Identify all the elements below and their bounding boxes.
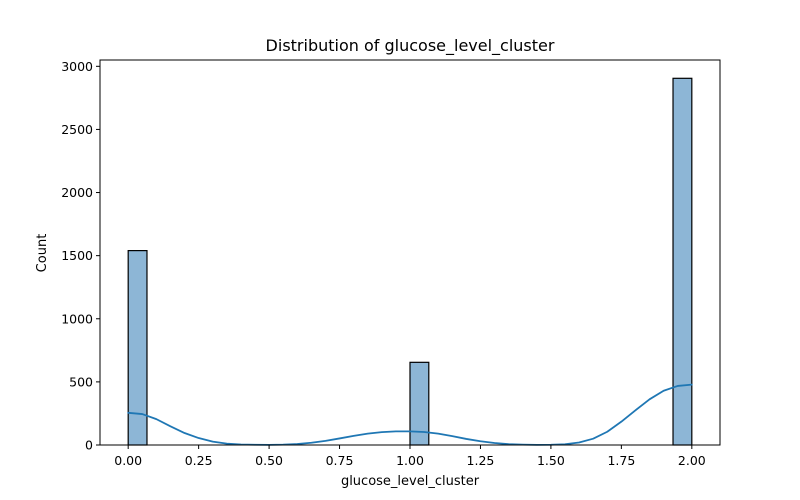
- x-tick-label: 1.25: [467, 453, 495, 468]
- y-tick-label: 3000: [61, 59, 93, 74]
- x-tick-label: 0.75: [326, 453, 354, 468]
- x-tick-label: 0.50: [255, 453, 283, 468]
- y-tick-label: 1500: [61, 248, 93, 263]
- y-tick-label: 500: [69, 374, 93, 389]
- y-tick-label: 0: [85, 438, 93, 453]
- y-tick-label: 2000: [61, 185, 93, 200]
- x-axis-label: glucose_level_cluster: [341, 474, 480, 489]
- kde-group: [127, 383, 693, 446]
- y-tick-label: 2500: [61, 122, 93, 137]
- chart-title: Distribution of glucose_level_cluster: [266, 36, 555, 56]
- x-tick-label: 0.25: [185, 453, 213, 468]
- histogram-bar: [672, 77, 693, 446]
- x-tick-label: 1.00: [396, 453, 424, 468]
- kde-line: [127, 383, 693, 446]
- histogram-bar: [127, 250, 148, 446]
- bars-group: [127, 77, 693, 446]
- x-tick-label: 1.50: [537, 453, 565, 468]
- x-tick-label: 2.00: [678, 453, 706, 468]
- x-axis-ticks: 0.00 0.25 0.50 0.75 1.00 1.25 1.50 1.75 2.00: [114, 445, 706, 468]
- x-tick-label: 0.00: [114, 453, 142, 468]
- x-tick-label: 1.75: [607, 453, 635, 468]
- y-axis-label: Count: [35, 234, 50, 273]
- y-axis-ticks: 0 500 1000 1500 2000 2500 3000: [61, 59, 100, 453]
- y-tick-label: 1000: [61, 311, 93, 326]
